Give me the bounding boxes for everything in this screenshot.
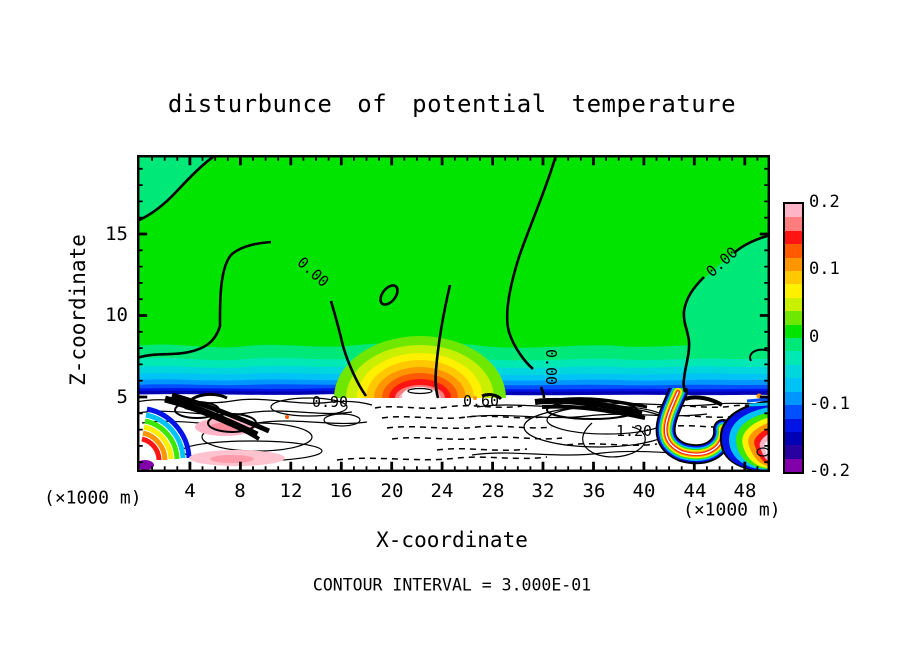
plot-area: 0.00 0.00 0.00 0.60 0.90 1.20 [137, 155, 770, 472]
x-tick-label: 44 [683, 480, 707, 502]
colorbar-band [785, 338, 802, 352]
x-tick-label: 16 [329, 480, 353, 502]
colorbar-band [785, 230, 802, 245]
colorbar-band [785, 378, 802, 392]
x-tick-label: 32 [531, 480, 555, 502]
x-axis-units-right: (×1000 m) [683, 499, 781, 521]
colorbar-tick-label: 0 [809, 327, 820, 347]
x-axis-title: X-coordinate [376, 528, 528, 552]
axis-ticks [138, 156, 769, 471]
colorbar-band [785, 324, 802, 339]
x-tick-label: 8 [234, 480, 246, 502]
colorbar-band [785, 405, 802, 419]
contour-interval-note: CONTOUR INTERVAL = 3.000E-01 [312, 575, 592, 595]
colorbar-band [785, 217, 802, 231]
x-tick-label: 28 [481, 480, 505, 502]
colorbar-band [785, 257, 802, 272]
colorbar-band [785, 391, 802, 406]
x-tick-label: 4 [184, 480, 196, 502]
y-tick-label: 10 [105, 304, 128, 326]
x-tick-label: 36 [582, 480, 606, 502]
colorbar-tick-label: -0.2 [809, 461, 850, 481]
x-tick-label: 20 [380, 480, 404, 502]
y-axis-title: Z-coordinate [66, 234, 90, 386]
colorbar-band [785, 418, 802, 432]
colorbar-band [785, 204, 802, 218]
figure-title: disturbunce of potential temperature [167, 90, 737, 118]
x-tick-label: 24 [430, 480, 454, 502]
colorbar-band [785, 445, 802, 459]
plot-border [137, 155, 770, 472]
y-tick-label: 15 [105, 223, 128, 245]
plot-canvas-svg [137, 155, 770, 472]
colorbar-band [785, 297, 802, 312]
x-tick-label: 48 [733, 480, 757, 502]
contour-label: 1.20 [615, 422, 653, 440]
colorbar-tick-label: 0.2 [809, 192, 840, 212]
warm-plume [334, 336, 506, 405]
colorbar-band [785, 431, 802, 446]
y-tick-label: 5 [116, 386, 128, 408]
zero-contours [137, 155, 770, 399]
x-axis-units-left: (×1000 m) [44, 487, 142, 509]
colorbar-band [785, 271, 802, 285]
colorbar-band [785, 458, 802, 473]
colorbar [783, 202, 804, 474]
colorbar-band [785, 284, 802, 298]
colorbar-band [785, 244, 802, 258]
colorbar-tick-label: 0.1 [809, 259, 840, 279]
contour-label: 0.60 [462, 392, 500, 410]
colorbar-tick-label: -0.1 [809, 394, 850, 414]
contour-label: 0.00 [542, 348, 560, 386]
colorbar-band [785, 351, 802, 365]
colorbar-band [785, 364, 802, 379]
x-tick-label: 40 [632, 480, 656, 502]
colorbar-band [785, 311, 802, 325]
turbulence-band [137, 388, 770, 472]
x-tick-label: 12 [279, 480, 303, 502]
colorbar-bands [785, 204, 802, 473]
contour-label: 0.90 [311, 393, 349, 411]
